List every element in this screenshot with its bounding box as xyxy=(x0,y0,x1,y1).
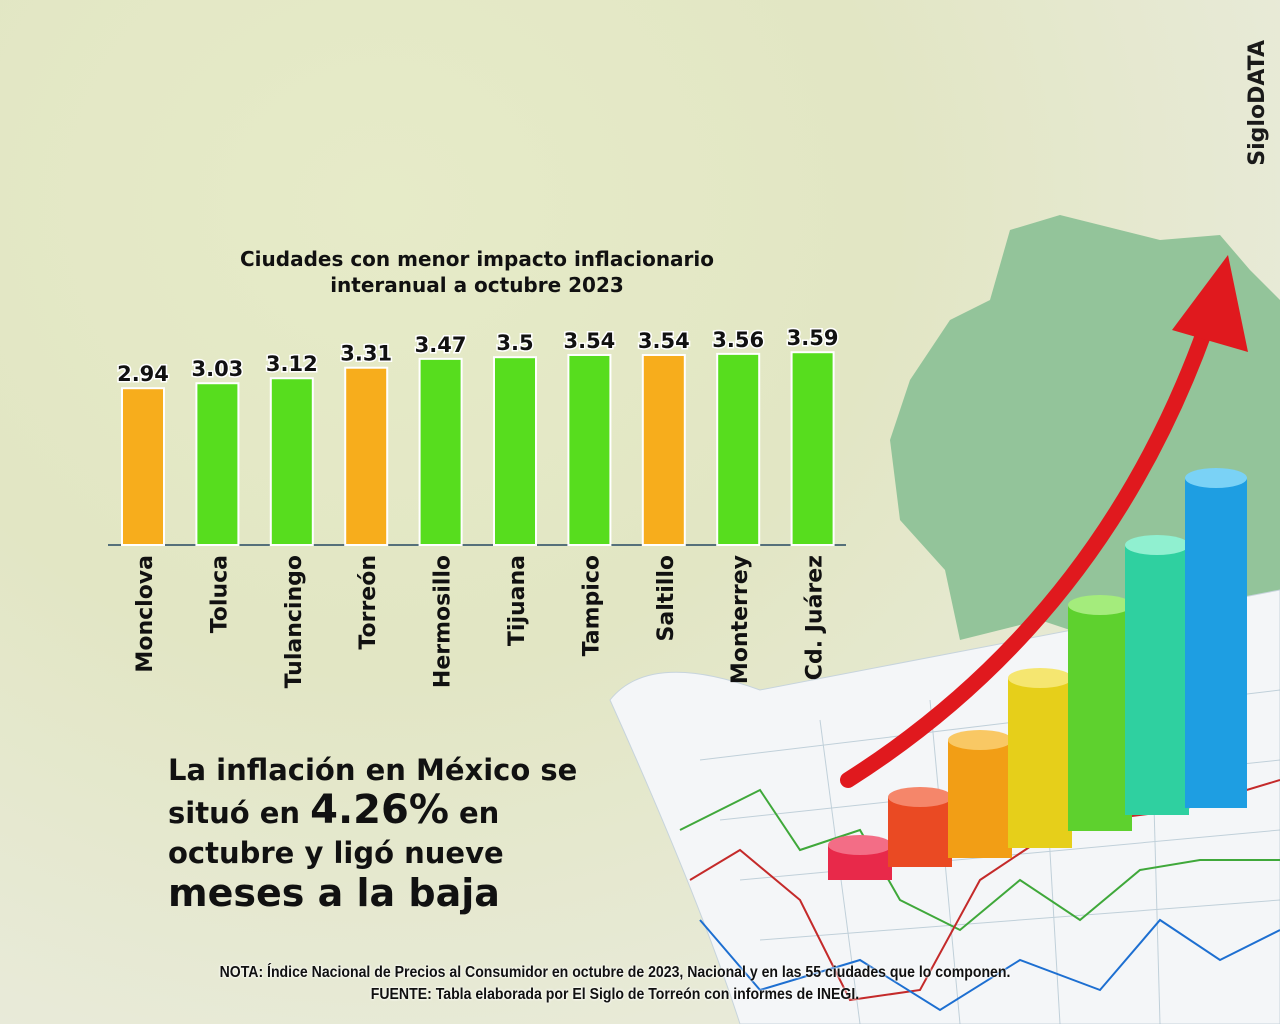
arrow-head xyxy=(1172,255,1248,352)
cylinder-bars xyxy=(828,468,1247,880)
value-label: 3.47 xyxy=(415,333,467,357)
headline-line-1: La inflación en México se xyxy=(168,753,578,787)
footnote: NOTA: Índice Nacional de Precios al Cons… xyxy=(74,962,1156,1006)
value-label: 3.54 xyxy=(638,329,690,353)
headline-text: en xyxy=(448,796,500,830)
inflation-rate: 4.26% xyxy=(310,787,449,833)
category-label: Cd. Juárez xyxy=(803,555,828,680)
category-label: Hermosillo xyxy=(431,555,456,688)
value-label: 3.12 xyxy=(266,352,318,376)
category-label: Toluca xyxy=(207,555,232,633)
value-label: 3.5 xyxy=(496,331,533,355)
value-label: 3.59 xyxy=(787,326,839,350)
category-label: Torreón xyxy=(356,555,381,650)
bar xyxy=(716,352,761,546)
bar xyxy=(567,353,612,546)
headline-line-2: situó en 4.26% en xyxy=(168,790,577,833)
value-label: 3.54 xyxy=(563,329,615,353)
chart-title-line-1: Ciudades con menor impacto inflacionario xyxy=(239,247,715,271)
value-label: 3.56 xyxy=(712,328,764,352)
headline: La inflación en México se situó en 4.26%… xyxy=(168,750,577,913)
bar xyxy=(195,382,240,546)
headline-line-3: octubre y ligó nueve xyxy=(168,836,504,870)
chart-title: Ciudades con menor impacto inflacionario… xyxy=(160,246,794,298)
bar xyxy=(790,351,835,547)
bar xyxy=(269,377,314,546)
bar xyxy=(641,353,686,546)
headline-text: situó en xyxy=(168,796,311,830)
trend-arrow xyxy=(840,322,1213,788)
category-label: Tampico xyxy=(579,555,604,656)
value-label: 3.03 xyxy=(191,357,243,381)
category-label: Monterrey xyxy=(728,555,753,684)
bar xyxy=(344,366,389,546)
category-label: Monclova xyxy=(133,555,158,673)
note-text: NOTA: Índice Nacional de Precios al Cons… xyxy=(219,964,1011,981)
value-label: 2.94 xyxy=(117,362,169,386)
bar xyxy=(493,356,537,546)
chart-title-line-2: interanual a octubre 2023 xyxy=(330,273,624,297)
category-label: Tijuana xyxy=(505,555,530,646)
bar xyxy=(418,357,463,546)
source-text: FUENTE: Tabla elaborada por El Siglo de … xyxy=(370,986,860,1003)
value-label: 3.31 xyxy=(340,342,392,366)
bar xyxy=(121,387,165,546)
category-label: Tulancingo xyxy=(282,555,307,688)
headline-line-4: meses a la baja xyxy=(168,871,500,915)
category-label: Saltillo xyxy=(654,555,679,642)
